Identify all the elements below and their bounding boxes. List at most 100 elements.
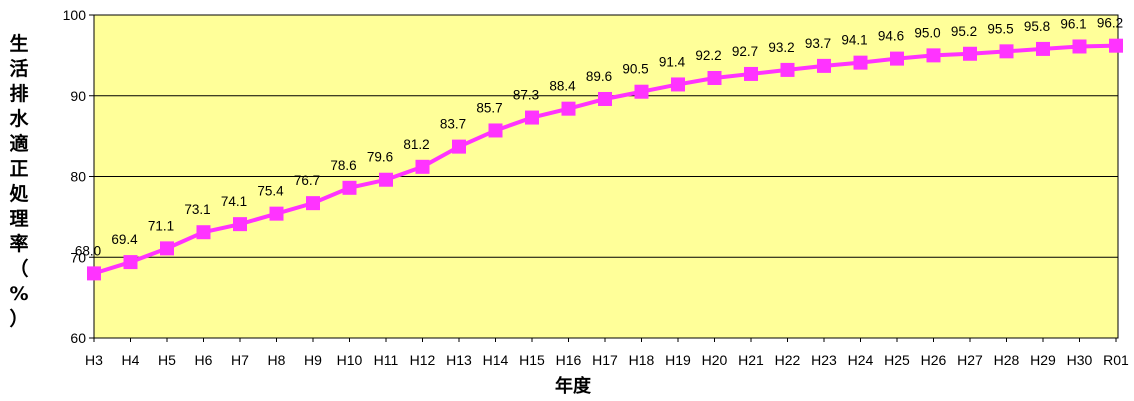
data-point-marker xyxy=(671,77,685,92)
data-label: 74.1 xyxy=(221,194,247,209)
data-point-marker xyxy=(196,225,211,240)
x-tick-label: H29 xyxy=(1030,352,1056,368)
data-labels: 68.0 69.4 71.1 73.1 74.1 75.4 76.7 78.6 79.6 81.2… xyxy=(75,16,1123,259)
data-label: 92.7 xyxy=(732,44,758,59)
x-tick-label: H23 xyxy=(811,352,837,368)
x-tick-label: H26 xyxy=(921,352,947,368)
x-tick-label: H17 xyxy=(592,352,618,368)
data-label: 96.2 xyxy=(1097,16,1123,31)
x-tick-label: H5 xyxy=(158,352,176,368)
data-label: 94.1 xyxy=(841,33,867,48)
data-point-marker xyxy=(342,180,357,195)
x-tick-label: H3 xyxy=(85,352,103,368)
x-tick-label: H7 xyxy=(231,352,249,368)
data-point-marker xyxy=(233,217,247,232)
x-tick-label: H10 xyxy=(337,352,363,368)
data-point-marker xyxy=(999,44,1014,59)
data-point-marker xyxy=(707,70,722,85)
y-axis-title-char: （ xyxy=(9,258,29,280)
x-tick-label: H12 xyxy=(410,352,436,368)
data-point-marker xyxy=(598,91,612,106)
data-point-marker xyxy=(452,139,466,154)
y-tick-label: 60 xyxy=(70,330,86,346)
data-label: 94.6 xyxy=(878,29,904,44)
y-axis-title-char: 排 xyxy=(9,83,29,105)
y-axis-title-char: % xyxy=(9,283,29,305)
x-tick-label: H27 xyxy=(957,352,983,368)
data-label: 79.6 xyxy=(367,150,393,165)
x-axis-title: 年度 xyxy=(555,376,591,397)
x-axis-ticks: H3 H4 H5 H6 H7 H8 H9 H10 H11 H12 H13 H14 H15 H16 H17 H1… xyxy=(85,338,1129,368)
data-label: 92.2 xyxy=(695,48,721,63)
x-tick-label: H24 xyxy=(848,352,874,368)
data-label: 75.4 xyxy=(257,184,284,199)
y-axis-title: 生活排水適正処理率 （% ） xyxy=(8,32,30,332)
data-label: 85.7 xyxy=(476,100,502,115)
y-tick-label: 90 xyxy=(70,88,86,104)
data-label: 95.0 xyxy=(914,25,940,40)
x-tick-label: H16 xyxy=(556,352,582,368)
data-label: 93.2 xyxy=(768,40,794,55)
x-tick-label: H9 xyxy=(304,352,322,368)
data-point-marker xyxy=(123,255,138,270)
data-label: 78.6 xyxy=(330,158,356,173)
data-point-marker xyxy=(817,58,831,73)
data-label: 83.7 xyxy=(440,117,466,132)
data-label: 96.1 xyxy=(1060,16,1086,31)
data-point-marker xyxy=(780,62,795,77)
data-label: 76.7 xyxy=(294,173,320,188)
x-tick-label: H21 xyxy=(738,352,764,368)
data-label: 73.1 xyxy=(184,202,210,217)
data-label: 69.4 xyxy=(111,232,138,247)
x-tick-label: H11 xyxy=(374,352,399,368)
y-axis-ticks: 60 70 80 90 100 xyxy=(63,7,94,346)
y-axis-title-char: 水 xyxy=(9,108,29,130)
x-tick-label: H8 xyxy=(268,352,286,368)
x-tick-label: H18 xyxy=(629,352,655,368)
x-tick-label: H22 xyxy=(775,352,801,368)
y-axis-title-char: 処 xyxy=(9,183,29,205)
data-point-marker xyxy=(1072,39,1087,54)
data-label: 88.4 xyxy=(549,79,576,94)
data-point-marker xyxy=(160,241,174,256)
data-label: 89.6 xyxy=(586,69,612,84)
series-markers xyxy=(87,38,1123,281)
x-tick-label: H4 xyxy=(122,352,140,368)
data-point-marker xyxy=(525,110,539,125)
data-label: 68.0 xyxy=(75,243,101,258)
y-axis-title-char: 活 xyxy=(9,58,29,80)
data-label: 95.2 xyxy=(951,24,977,39)
data-label: 81.2 xyxy=(403,137,429,152)
x-tick-label: H6 xyxy=(195,352,213,368)
x-tick-label: H25 xyxy=(884,352,910,368)
x-tick-label: R01 xyxy=(1103,352,1129,368)
data-point-marker xyxy=(488,123,503,138)
data-label: 91.4 xyxy=(659,54,686,69)
data-point-marker xyxy=(926,48,941,63)
y-axis-title-char: ） xyxy=(9,308,29,330)
y-tick-label: 100 xyxy=(63,7,87,23)
y-axis-title-char: 正 xyxy=(9,158,29,180)
data-point-marker xyxy=(744,66,758,81)
data-point-marker xyxy=(415,159,430,174)
y-axis-title-char: 率 xyxy=(9,233,29,255)
x-tick-label: H28 xyxy=(994,352,1020,368)
x-tick-label: H20 xyxy=(702,352,728,368)
data-label: 87.3 xyxy=(513,88,539,103)
x-tick-label: H14 xyxy=(483,352,509,368)
y-axis-title-char: 生 xyxy=(9,33,29,55)
data-label: 95.8 xyxy=(1024,19,1050,34)
y-axis-title-char: 理 xyxy=(9,208,29,230)
x-tick-label: H13 xyxy=(446,352,472,368)
x-tick-label: H19 xyxy=(665,352,691,368)
x-tick-label: H15 xyxy=(519,352,545,368)
y-tick-label: 70 xyxy=(70,249,86,265)
data-point-marker xyxy=(306,196,320,211)
data-label: 93.7 xyxy=(805,36,831,51)
data-point-marker xyxy=(853,55,868,70)
data-point-marker xyxy=(379,172,393,187)
data-point-marker xyxy=(269,206,284,221)
data-point-marker xyxy=(963,46,977,61)
data-point-marker xyxy=(1109,38,1123,53)
